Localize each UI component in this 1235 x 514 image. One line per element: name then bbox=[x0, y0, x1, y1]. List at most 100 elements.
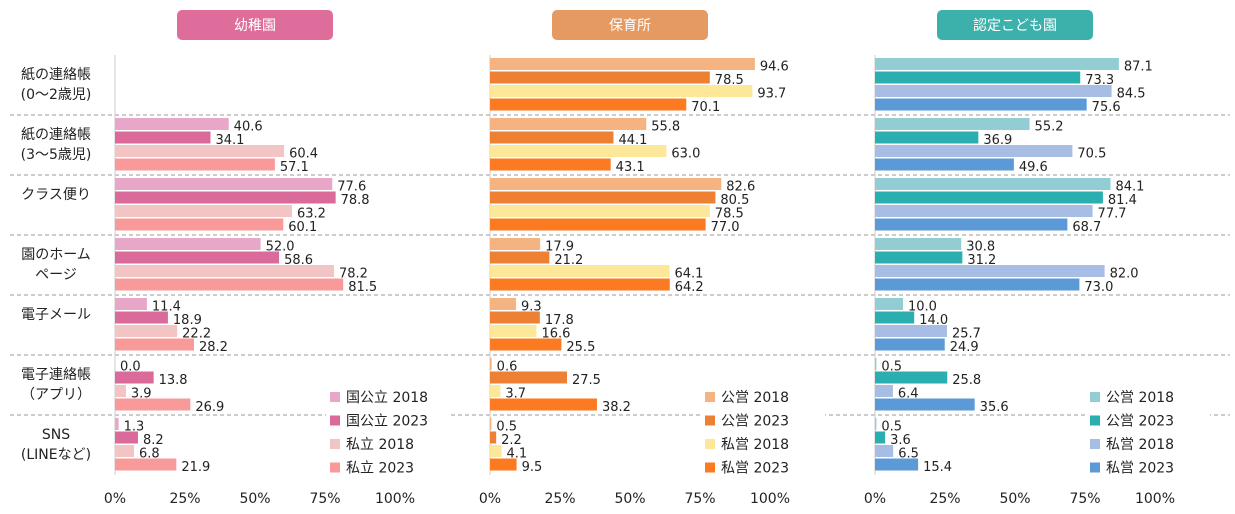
value-label: 73.0 bbox=[1084, 280, 1113, 295]
x-tick-label: 50% bbox=[999, 491, 1030, 507]
bar bbox=[490, 298, 517, 310]
value-label: 77.7 bbox=[1098, 207, 1127, 222]
bar bbox=[875, 191, 1103, 204]
legend-bg bbox=[701, 410, 825, 433]
value-label: 17.9 bbox=[545, 240, 574, 255]
legend-bg bbox=[326, 434, 450, 456]
value-label: 35.6 bbox=[980, 400, 1009, 415]
value-label: 78.5 bbox=[715, 207, 744, 222]
value-label: 80.5 bbox=[720, 193, 749, 208]
bar bbox=[490, 58, 755, 70]
legend-swatch bbox=[330, 439, 340, 449]
category-label: 電子メール bbox=[21, 307, 91, 323]
panel-title-box bbox=[937, 10, 1093, 40]
value-label: 22.2 bbox=[182, 327, 211, 342]
legend-bg bbox=[326, 457, 450, 480]
value-label: 38.2 bbox=[602, 400, 631, 415]
x-tick-label: 0% bbox=[104, 491, 126, 507]
bar bbox=[875, 278, 1080, 291]
value-label: 6.8 bbox=[139, 447, 160, 462]
bar bbox=[490, 431, 497, 444]
bar bbox=[115, 145, 285, 157]
legend-bg bbox=[701, 434, 825, 456]
value-label: 10.0 bbox=[908, 300, 937, 315]
bar bbox=[115, 418, 119, 430]
bar bbox=[490, 85, 753, 97]
legend-label: 私営 2018 bbox=[1106, 437, 1174, 453]
legend-label: 公営 2018 bbox=[721, 390, 789, 406]
value-label: 73.3 bbox=[1085, 73, 1114, 88]
bar bbox=[490, 251, 550, 264]
bar bbox=[115, 178, 333, 190]
value-label: 6.4 bbox=[898, 387, 919, 402]
value-label: 77.0 bbox=[711, 220, 740, 235]
value-label: 31.2 bbox=[967, 253, 996, 268]
bar bbox=[875, 358, 877, 370]
bar bbox=[875, 418, 877, 430]
value-label: 9.5 bbox=[522, 460, 543, 475]
x-tick-label: 0% bbox=[864, 491, 886, 507]
category-label: 園のホーム ページ bbox=[21, 247, 91, 283]
value-label: 70.1 bbox=[691, 100, 720, 115]
panel-title: 認定こども園 bbox=[973, 18, 1057, 34]
value-label: 78.5 bbox=[715, 73, 744, 88]
category-label: クラス便り bbox=[21, 187, 91, 203]
x-tick-label: 50% bbox=[614, 491, 645, 507]
bar bbox=[115, 385, 126, 397]
legend-label: 公営 2018 bbox=[1106, 390, 1174, 406]
value-label: 57.1 bbox=[280, 160, 309, 175]
value-label: 3.6 bbox=[890, 433, 911, 448]
bar bbox=[875, 85, 1112, 97]
legend-bg bbox=[1086, 410, 1210, 433]
value-label: 77.6 bbox=[337, 180, 366, 195]
bar bbox=[875, 145, 1073, 157]
legend-bg bbox=[326, 387, 450, 409]
value-label: 55.2 bbox=[1035, 120, 1064, 135]
bar bbox=[875, 311, 915, 324]
bar bbox=[490, 191, 716, 204]
legend-swatch bbox=[1090, 462, 1100, 473]
bar bbox=[490, 325, 537, 337]
bar bbox=[115, 218, 284, 231]
value-label: 63.0 bbox=[671, 147, 700, 162]
value-label: 78.8 bbox=[341, 193, 370, 208]
bar bbox=[490, 418, 492, 430]
value-label: 17.8 bbox=[545, 313, 574, 328]
legend-swatch bbox=[330, 415, 340, 426]
value-label: 25.7 bbox=[952, 327, 981, 342]
bar bbox=[490, 458, 517, 471]
bar bbox=[115, 371, 154, 384]
bar bbox=[115, 445, 135, 457]
bar bbox=[490, 145, 667, 157]
value-label: 15.4 bbox=[923, 460, 952, 475]
bar bbox=[490, 158, 611, 171]
value-label: 78.2 bbox=[339, 267, 368, 282]
value-label: 64.1 bbox=[674, 267, 703, 282]
value-label: 0.5 bbox=[881, 360, 902, 375]
value-label: 60.4 bbox=[289, 147, 318, 162]
value-label: 87.1 bbox=[1124, 60, 1153, 75]
legend-bg bbox=[1086, 434, 1210, 456]
x-tick-label: 75% bbox=[1069, 491, 1100, 507]
legend-swatch bbox=[705, 439, 715, 449]
bar bbox=[875, 338, 945, 351]
value-label: 58.6 bbox=[284, 253, 313, 268]
value-label: 28.2 bbox=[199, 340, 228, 355]
value-label: 3.7 bbox=[505, 387, 526, 402]
value-label: 82.0 bbox=[1110, 267, 1139, 282]
value-label: 3.9 bbox=[131, 387, 152, 402]
legend-label: 国公立 2023 bbox=[346, 414, 428, 430]
value-label: 4.1 bbox=[506, 447, 527, 462]
bar bbox=[490, 358, 492, 370]
value-label: 2.2 bbox=[501, 433, 522, 448]
value-label: 81.4 bbox=[1108, 193, 1137, 208]
bar bbox=[875, 265, 1105, 277]
bar bbox=[490, 118, 647, 130]
bar bbox=[875, 131, 979, 144]
bar bbox=[875, 325, 947, 337]
bar bbox=[875, 445, 894, 457]
bar bbox=[875, 431, 886, 444]
bar bbox=[490, 218, 706, 231]
bar bbox=[875, 205, 1093, 217]
